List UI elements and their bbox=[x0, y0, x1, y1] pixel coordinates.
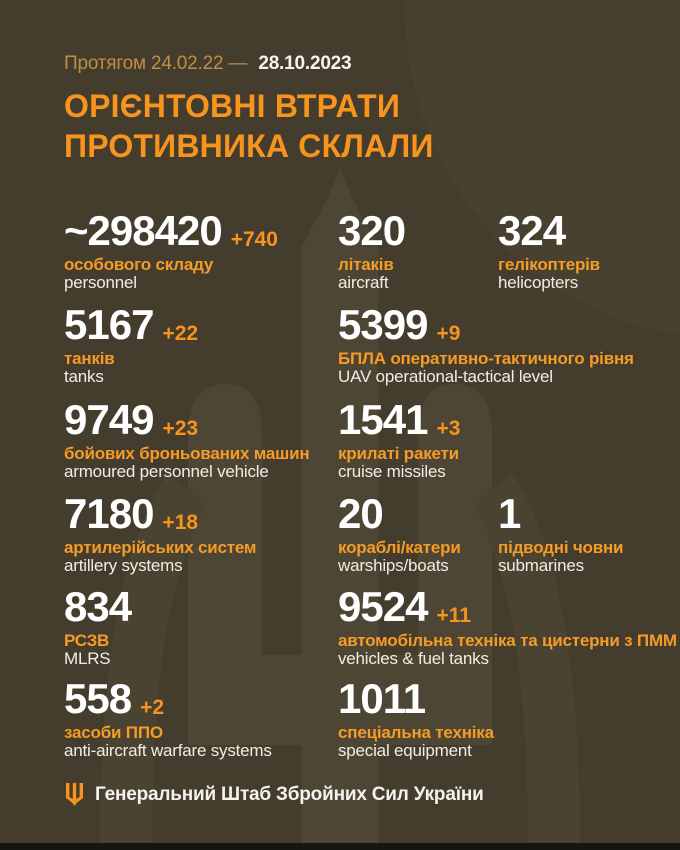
stat-label-en: aircraft bbox=[338, 273, 389, 292]
stat-delta: +740 bbox=[230, 228, 278, 251]
stat-value: 1011 bbox=[338, 675, 426, 722]
stat-value: 9749 bbox=[64, 396, 154, 443]
stat-value: 558 bbox=[64, 675, 132, 722]
stat-label-en: warships/boats bbox=[338, 556, 449, 575]
stat-value: 5399 bbox=[338, 301, 428, 348]
stat-label-ua: підводні човни bbox=[498, 538, 624, 557]
stat-label-ua: літаків bbox=[338, 255, 394, 274]
bottom-border bbox=[0, 843, 680, 850]
stat-helicopters: 324 гелікоптерів helicopters bbox=[498, 210, 600, 292]
title-line-1: ОРІЄНТОВНІ ВТРАТИ bbox=[64, 88, 401, 124]
period-line: Протягом 24.02.22 — 28.10.2023 bbox=[64, 53, 352, 75]
stat-special-equipment: 1011 спеціальна техніка special equipmen… bbox=[338, 678, 494, 760]
stat-value: ~298420 bbox=[64, 207, 223, 254]
stat-label-ua: особового складу bbox=[64, 255, 214, 274]
stat-armoured-vehicles: 9749 +23 бойових броньованих машин armou… bbox=[64, 396, 310, 481]
stat-delta: +9 bbox=[436, 322, 461, 345]
stat-label-en: armoured personnel vehicle bbox=[64, 462, 269, 481]
stat-aircraft: 320 літаків aircraft bbox=[338, 210, 414, 292]
stat-label-en: anti-aircraft warfare systems bbox=[64, 741, 272, 760]
stat-value: 834 bbox=[64, 583, 132, 630]
tryzub-icon bbox=[66, 783, 83, 806]
stat-label-ua: крилаті ракети bbox=[338, 444, 459, 463]
stat-label-ua: бойових броньованих машин bbox=[64, 444, 310, 463]
stat-label-ua: засоби ППО bbox=[64, 723, 163, 742]
title-line-2: ПРОТИВНИКА СКЛАЛИ bbox=[64, 128, 434, 164]
stat-label-en: cruise missiles bbox=[338, 462, 446, 481]
stat-label-en: UAV operational-tactical level bbox=[338, 367, 553, 386]
stat-delta: +22 bbox=[162, 322, 199, 345]
stat-label-en: tanks bbox=[64, 367, 104, 386]
page-title: ОРІЄНТОВНІ ВТРАТИ ПРОТИВНИКА СКЛАЛИ bbox=[64, 86, 434, 166]
stat-vehicles-fuel-tanks: 9524 +11 автомобільна техніка та цистерн… bbox=[338, 586, 677, 668]
stat-value: 7180 bbox=[64, 490, 154, 537]
stat-value: 5167 bbox=[64, 301, 154, 348]
stat-label-en: personnel bbox=[64, 273, 137, 292]
period-prefix: Протягом 24.02.22 — bbox=[64, 53, 248, 74]
stat-delta: +3 bbox=[436, 417, 461, 440]
stat-mlrs: 834 РСЗВ MLRS bbox=[64, 586, 140, 668]
footer: Генеральний Штаб Збройних Сил України bbox=[66, 783, 484, 806]
footer-org-name: Генеральний Штаб Збройних Сил України bbox=[95, 783, 484, 805]
stat-label-ua: кораблі/катери bbox=[338, 538, 461, 557]
stat-label-ua: БПЛА оперативно-тактичного рівня bbox=[338, 349, 634, 368]
stat-artillery: 7180 +18 артилерійських систем artillery… bbox=[64, 490, 257, 575]
stat-personnel: ~298420 +740 особового складу personnel bbox=[64, 210, 278, 292]
stat-value: 324 bbox=[498, 207, 566, 254]
stat-label-en: artillery systems bbox=[64, 556, 183, 575]
stat-label-ua: танків bbox=[64, 349, 115, 368]
stat-value: 20 bbox=[338, 490, 384, 537]
stat-value: 9524 bbox=[338, 583, 428, 630]
stat-label-ua: РСЗВ bbox=[64, 631, 110, 650]
stat-label-en: MLRS bbox=[64, 649, 111, 668]
stat-value: 320 bbox=[338, 207, 406, 254]
stat-label-en: submarines bbox=[498, 556, 584, 575]
stat-delta: +23 bbox=[162, 417, 199, 440]
stat-warships: 20 кораблі/катери warships/boats bbox=[338, 493, 461, 575]
stat-label-ua: артилерійських систем bbox=[64, 538, 257, 557]
stat-label-ua: гелікоптерів bbox=[498, 255, 600, 274]
stat-label-ua: спеціальна техніка bbox=[338, 723, 494, 742]
stat-value: 1 bbox=[498, 490, 521, 537]
stat-uav: 5399 +9 БПЛА оперативно-тактичного рівня… bbox=[338, 304, 634, 386]
stat-label-en: helicopters bbox=[498, 273, 579, 292]
stat-tanks: 5167 +22 танків tanks bbox=[64, 304, 198, 386]
stat-delta: +11 bbox=[436, 604, 471, 627]
stat-anti-aircraft: 558 +2 засоби ППО anti-aircraft warfare … bbox=[64, 678, 272, 760]
stat-label-en: special equipment bbox=[338, 741, 472, 760]
stat-value: 1541 bbox=[338, 396, 428, 443]
stat-label-en: vehicles & fuel tanks bbox=[338, 649, 489, 668]
stat-delta: +2 bbox=[140, 696, 165, 719]
stat-submarines: 1 підводні човни submarines bbox=[498, 490, 624, 575]
period-date: 28.10.2023 bbox=[258, 53, 352, 74]
stat-cruise-missiles: 1541 +3 крилаті ракети cruise missiles bbox=[338, 399, 460, 481]
stat-delta: +18 bbox=[162, 511, 199, 534]
stat-label-ua: автомобільна техніка та цистерни з ПММ bbox=[338, 631, 677, 650]
